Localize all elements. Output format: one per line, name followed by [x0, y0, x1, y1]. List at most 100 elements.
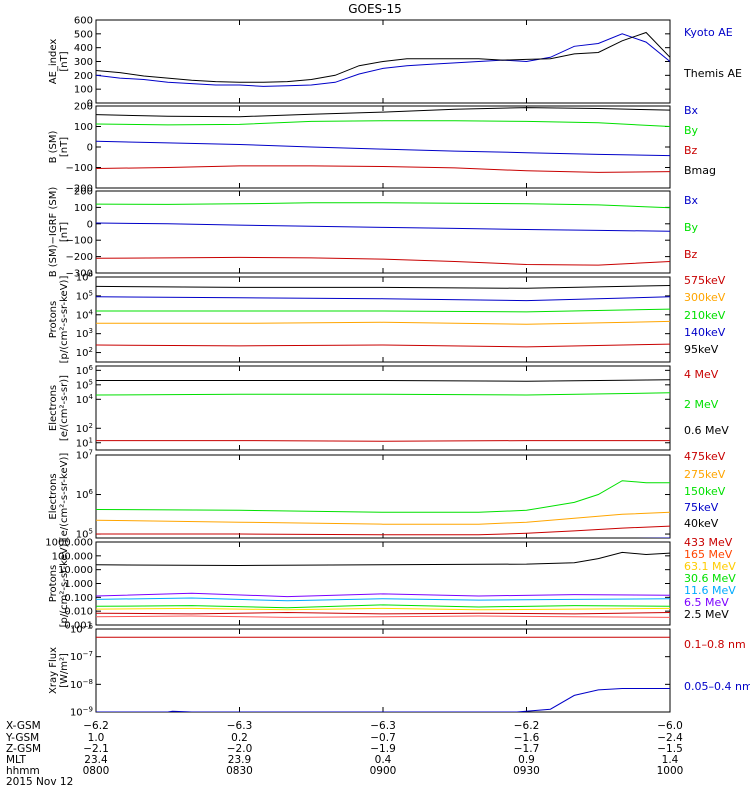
y-tick-label-base: 200	[74, 102, 93, 113]
legend-entry: 95keV	[684, 343, 719, 356]
y-tick-label-base: −100	[66, 163, 93, 174]
panel-frame	[95, 454, 671, 539]
y-tick-label-base: 10	[76, 451, 89, 462]
legend-entry: 2.5 MeV	[684, 608, 729, 621]
legend-entry: 40keV	[684, 517, 719, 530]
y-tick-label-exp: 5	[89, 378, 93, 386]
y-tick-label-base: 10	[76, 329, 89, 340]
footer-value: 0800	[83, 765, 110, 777]
y-tick-label: 200	[74, 71, 93, 82]
y-tick-label: 106	[76, 271, 94, 284]
series-line-bz	[96, 165, 670, 173]
y-tick-label-exp: −8	[83, 678, 93, 686]
legend-entry: 0.6 MeV	[684, 424, 729, 437]
y-tick-label: 0	[87, 143, 93, 154]
y-tick-label-base: 10	[76, 424, 89, 435]
y-axis-label-line: [e/(cm²-s-sr)]	[59, 375, 70, 441]
legend-entry: 75keV	[684, 501, 719, 514]
y-tick-label-base: −200	[66, 184, 93, 195]
y-axis-label: Xray Flux[W/m²]	[48, 647, 70, 694]
series-line-by	[96, 202, 670, 209]
y-tick-label-base: 100.000	[52, 551, 93, 562]
series-line-0-05-0-4-nm	[96, 688, 670, 712]
series-line-kyoto-ae	[96, 33, 670, 87]
y-tick-label: 101	[76, 436, 93, 449]
y-tick-label-exp: −7	[83, 650, 93, 658]
y-tick-label-exp: 5	[89, 528, 93, 536]
panel-frame	[95, 276, 671, 363]
series-group	[96, 202, 670, 266]
y-tick-label: 10−8	[70, 678, 93, 691]
legend-entry: 275keV	[684, 468, 726, 481]
series-line-11-6-mev	[96, 597, 670, 602]
y-tick-label-base: 10	[76, 395, 89, 406]
series-group	[96, 636, 670, 712]
y-tick-label-base: 0.100	[64, 593, 93, 604]
legend-entry: Themis AE	[683, 67, 742, 80]
y-tick-label: −200	[66, 252, 93, 263]
y-tick-label-base: −300	[66, 269, 93, 280]
y-tick-label-exp: 2	[89, 346, 93, 354]
y-tick-label: 1.000	[64, 579, 93, 590]
y-tick-label: 0	[87, 219, 93, 230]
y-tick-label: 1000.000	[45, 538, 93, 549]
legend-entry: 0.05–0.4 nm	[684, 680, 750, 693]
series-line-by	[96, 120, 670, 127]
footer-value: −6.2	[83, 720, 109, 732]
footer-value: 23.4	[84, 754, 108, 766]
y-tick-label: 107	[76, 449, 93, 462]
footer-value: −1.9	[370, 743, 396, 755]
footer-value: 0900	[370, 765, 397, 777]
y-tick-label-exp: 4	[89, 308, 94, 316]
y-axis-label-line: Electrons	[48, 385, 59, 431]
y-axis-label: B (SM)[nT]	[48, 130, 70, 163]
y-tick-label-base: 0.010	[64, 607, 93, 618]
legend-entry: Kyoto AE	[684, 26, 733, 39]
y-tick-label-base: 300	[74, 57, 93, 68]
y-tick-label-base: 600	[74, 16, 93, 27]
y-axis-label-line: [W/m²]	[59, 653, 70, 688]
series-line-95-mev	[96, 551, 670, 567]
y-tick-label-base: 10	[70, 652, 83, 663]
series-group	[96, 551, 670, 618]
y-tick-label-base: 500	[74, 29, 93, 40]
series-line-bx	[96, 140, 670, 157]
y-tick-label-exp: 1	[89, 436, 93, 444]
y-tick-label: 500	[74, 29, 93, 40]
legend-entry: 300keV	[684, 291, 726, 304]
chart-title: GOES-15	[348, 2, 402, 16]
series-group	[96, 379, 670, 442]
y-axis-label: AE_index[nT]	[48, 39, 70, 85]
footer-ephemeris: X-GSM −6.2 −6.3 −6.3 −6.2 −6.0 Y-GSM 1.0 0.2 −0.7…	[5, 720, 683, 788]
y-axis-label-line: B (SM)	[48, 130, 59, 163]
footer-value: 1.0	[88, 732, 105, 744]
y-tick-label: −200	[66, 184, 93, 195]
y-tick-label: 10−6	[70, 623, 94, 636]
footer-row-label: Z-GSM	[6, 743, 41, 755]
y-tick-label: 0.001	[64, 621, 93, 632]
footer-value: −2.1	[83, 743, 109, 755]
y-tick-label: −100	[66, 163, 93, 174]
y-tick-label-base: 100	[74, 203, 93, 214]
y-tick-label-base: 10	[76, 366, 89, 377]
footer-value: 0930	[513, 765, 540, 777]
y-axis-label-line: Protons	[48, 301, 59, 338]
series-line-bx	[96, 222, 670, 232]
legend-entry: 475keV	[684, 450, 726, 463]
y-tick-label-exp: 3	[89, 327, 93, 335]
footer-value: 1.4	[662, 754, 679, 766]
y-tick-label-base: 10	[70, 708, 83, 719]
series-line-140kev	[96, 296, 670, 302]
series-line-95kev	[96, 285, 670, 289]
y-tick-label-exp: 2	[89, 422, 93, 430]
panel-electrons_mev: 101102104105106Electrons[e/(cm²-s-sr)]4 …	[48, 364, 729, 451]
y-tick-label: 105	[76, 289, 93, 302]
legend-entry: 165 MeV	[684, 548, 733, 561]
footer-value: −2.4	[657, 732, 683, 744]
y-tick-label-base: 10.000	[58, 565, 93, 576]
series-line-1-0-mev	[96, 611, 670, 615]
y-tick-label: 400	[74, 43, 93, 54]
y-tick-label-base: −200	[66, 252, 93, 263]
y-tick-label: 100	[74, 203, 93, 214]
